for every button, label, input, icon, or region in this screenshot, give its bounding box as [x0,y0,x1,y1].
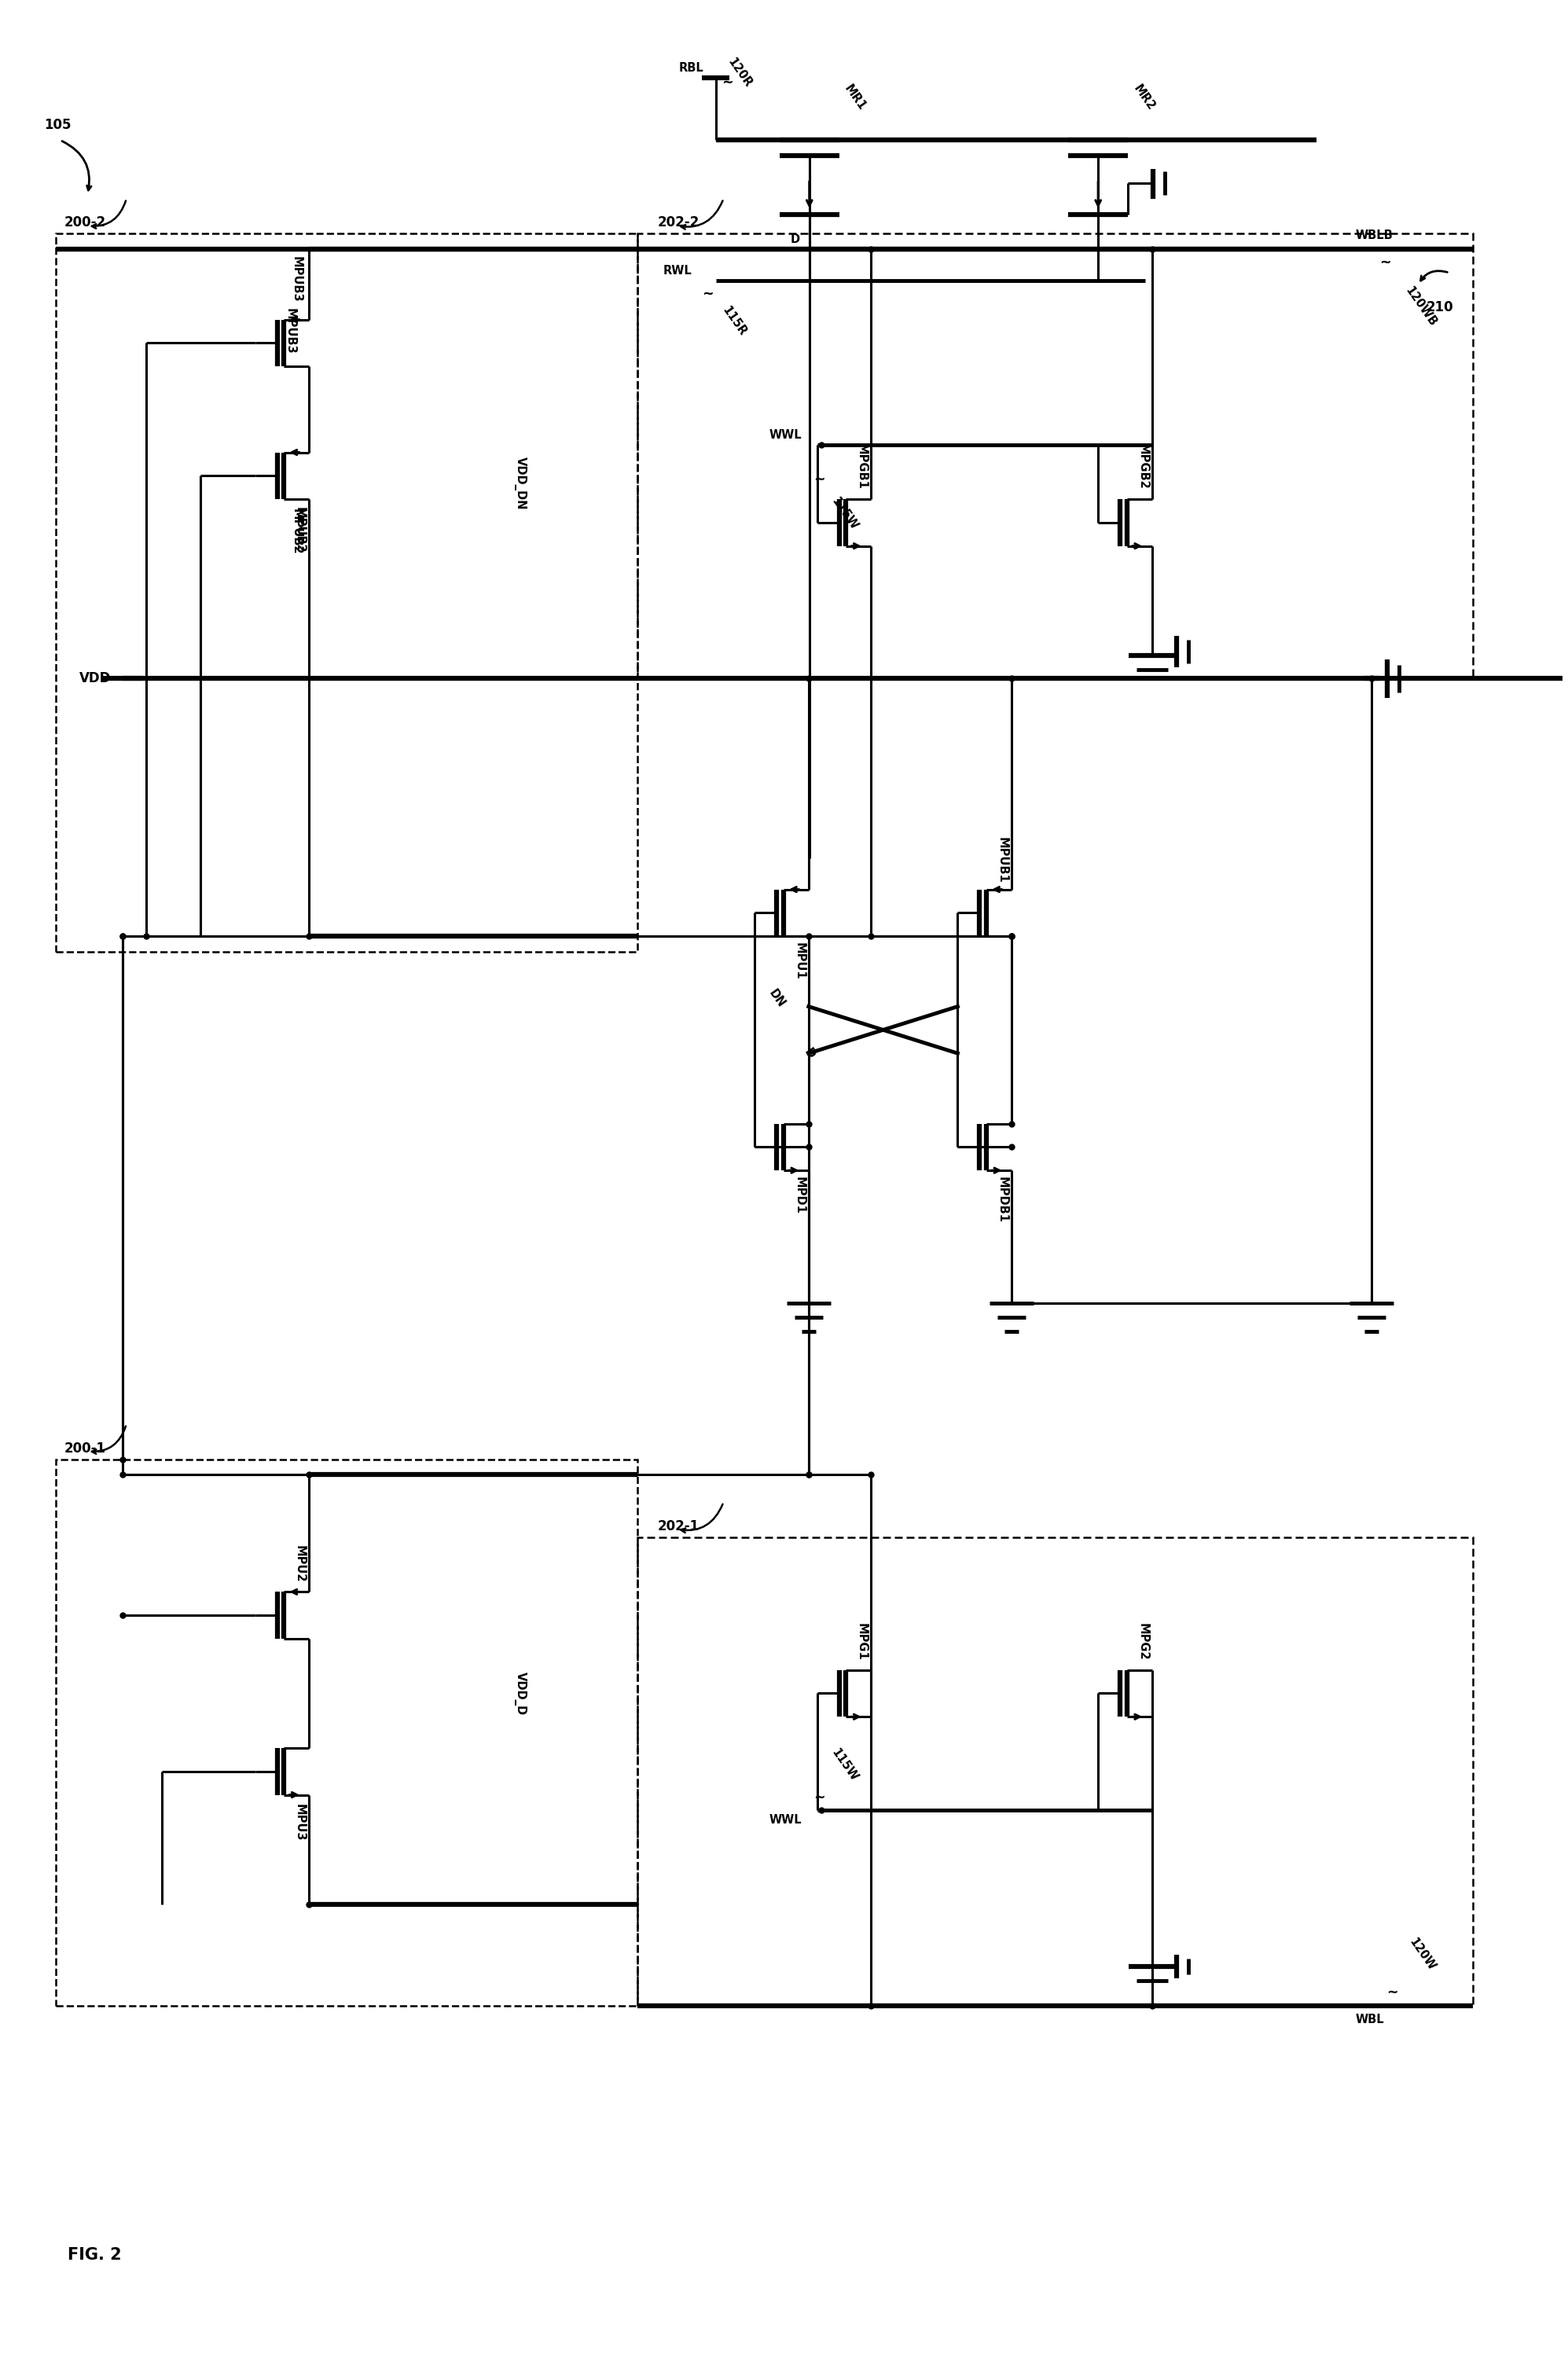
Text: ~: ~ [1380,255,1391,270]
Text: D: D [801,1045,817,1060]
Text: MPU1: MPU1 [793,944,804,979]
Text: MPUB2: MPUB2 [290,508,303,556]
Text: MPUB3: MPUB3 [290,255,303,303]
Bar [638,1537,1472,2006]
Text: 120W: 120W [1406,1937,1438,1972]
Text: ~: ~ [1388,1984,1399,1998]
Text: VDD_D: VDD_D [514,1672,527,1715]
Bar [56,1459,638,2006]
Bar [638,234,1472,679]
Text: MPDB1: MPDB1 [996,1178,1008,1223]
Text: 202-2: 202-2 [657,215,699,229]
Text: MPU3: MPU3 [293,1804,306,1842]
Text: MPG1: MPG1 [856,1622,867,1660]
Text: VDD: VDD [78,672,111,686]
Text: 115W: 115W [829,494,859,532]
Text: MPUB2: MPUB2 [293,506,306,553]
Text: 200-2: 200-2 [64,215,105,229]
Text: DN: DN [767,989,787,1010]
Text: FIG. 2: FIG. 2 [67,2247,122,2263]
Text: WWL: WWL [768,428,801,440]
Text: MR1: MR1 [842,83,869,114]
Text: MPD1: MPD1 [793,1178,804,1213]
Text: 120WB: 120WB [1402,284,1438,329]
Text: MPG2: MPG2 [1137,1622,1148,1660]
Text: 202-1: 202-1 [657,1518,699,1533]
Text: 105: 105 [44,118,72,132]
Text: ~: ~ [814,1790,825,1804]
Text: 115W: 115W [829,1745,859,1783]
Text: RBL: RBL [679,61,704,73]
Text: D: D [790,234,800,246]
Text: ~: ~ [814,473,825,485]
Text: ~: ~ [721,76,734,90]
Text: MR2: MR2 [1131,83,1157,114]
Text: VDD_DN: VDD_DN [514,456,527,511]
Bar [56,234,638,951]
Text: WBL: WBL [1356,2013,1385,2024]
Text: 210: 210 [1425,300,1454,315]
Text: WBLB: WBLB [1356,229,1394,241]
Text: WWL: WWL [768,1814,801,1826]
Text: MPUB3: MPUB3 [284,307,296,355]
Text: MPGB1: MPGB1 [856,445,867,490]
Text: 200-1: 200-1 [64,1440,105,1454]
Text: 120R: 120R [724,57,754,90]
Text: RWL: RWL [663,265,693,277]
Text: MPUB1: MPUB1 [996,837,1008,882]
Text: MPGB2: MPGB2 [1137,445,1148,490]
Text: 115R: 115R [720,305,748,338]
Text: ~: ~ [701,286,713,300]
Text: MPU2: MPU2 [293,1544,306,1582]
